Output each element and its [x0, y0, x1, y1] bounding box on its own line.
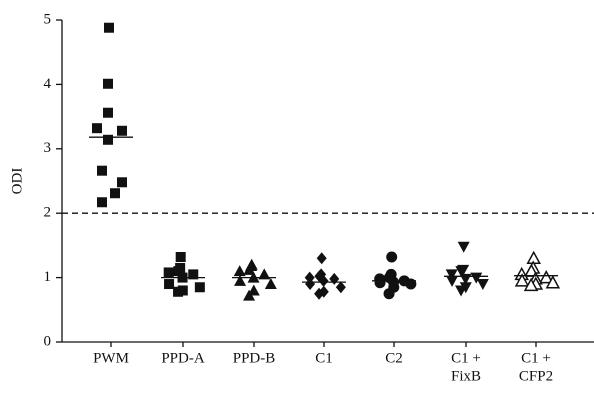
- point: [173, 286, 184, 297]
- point: [233, 265, 246, 277]
- point: [476, 279, 489, 291]
- y-axis-label: ODI: [9, 168, 25, 195]
- point: [470, 272, 483, 284]
- point: [103, 134, 113, 145]
- point: [445, 269, 458, 281]
- x-tick-label: PPD-B: [233, 350, 276, 366]
- point: [523, 277, 539, 292]
- y-tick-label: 0: [44, 333, 52, 349]
- point: [386, 251, 398, 263]
- point: [103, 107, 113, 118]
- y-tick-label: 5: [44, 11, 52, 27]
- point: [173, 266, 184, 277]
- point: [104, 22, 114, 33]
- point: [243, 263, 256, 275]
- y-tick-label: 4: [44, 76, 52, 92]
- x-tick-label: C1 +: [451, 350, 481, 366]
- point: [164, 279, 175, 290]
- point: [457, 241, 470, 253]
- y-tick-label: 1: [44, 269, 52, 285]
- point: [117, 125, 127, 136]
- point: [234, 274, 247, 286]
- point: [163, 267, 174, 278]
- point: [264, 278, 277, 290]
- point: [455, 266, 468, 278]
- point: [243, 289, 256, 301]
- x-tick-label: C2: [385, 350, 403, 366]
- y-tick-label: 3: [44, 140, 52, 156]
- point: [247, 284, 260, 296]
- point: [538, 270, 554, 284]
- point: [329, 272, 340, 285]
- point: [514, 273, 530, 287]
- point: [314, 287, 325, 300]
- point: [316, 252, 327, 265]
- point: [374, 277, 386, 289]
- point: [103, 78, 113, 89]
- x-tick-label: C1 +: [521, 350, 551, 366]
- point: [97, 197, 107, 208]
- point: [110, 188, 120, 199]
- point: [175, 251, 186, 262]
- point: [318, 274, 329, 287]
- point: [305, 278, 316, 291]
- point: [258, 268, 271, 280]
- point: [383, 288, 395, 300]
- point: [117, 177, 127, 188]
- point: [304, 271, 315, 284]
- point: [92, 123, 102, 134]
- x-tick-label: FixB: [451, 368, 481, 384]
- point: [335, 281, 346, 294]
- point: [455, 285, 468, 297]
- point: [188, 269, 199, 280]
- point: [194, 282, 205, 293]
- point: [446, 275, 459, 287]
- y-tick-label: 2: [44, 205, 52, 221]
- point: [97, 165, 107, 176]
- point: [545, 275, 561, 289]
- x-tick-label: C1: [315, 350, 333, 366]
- x-tick-label: PWM: [93, 350, 129, 366]
- x-tick-label: CFP2: [519, 368, 553, 384]
- x-tick-label: PPD-A: [161, 350, 205, 366]
